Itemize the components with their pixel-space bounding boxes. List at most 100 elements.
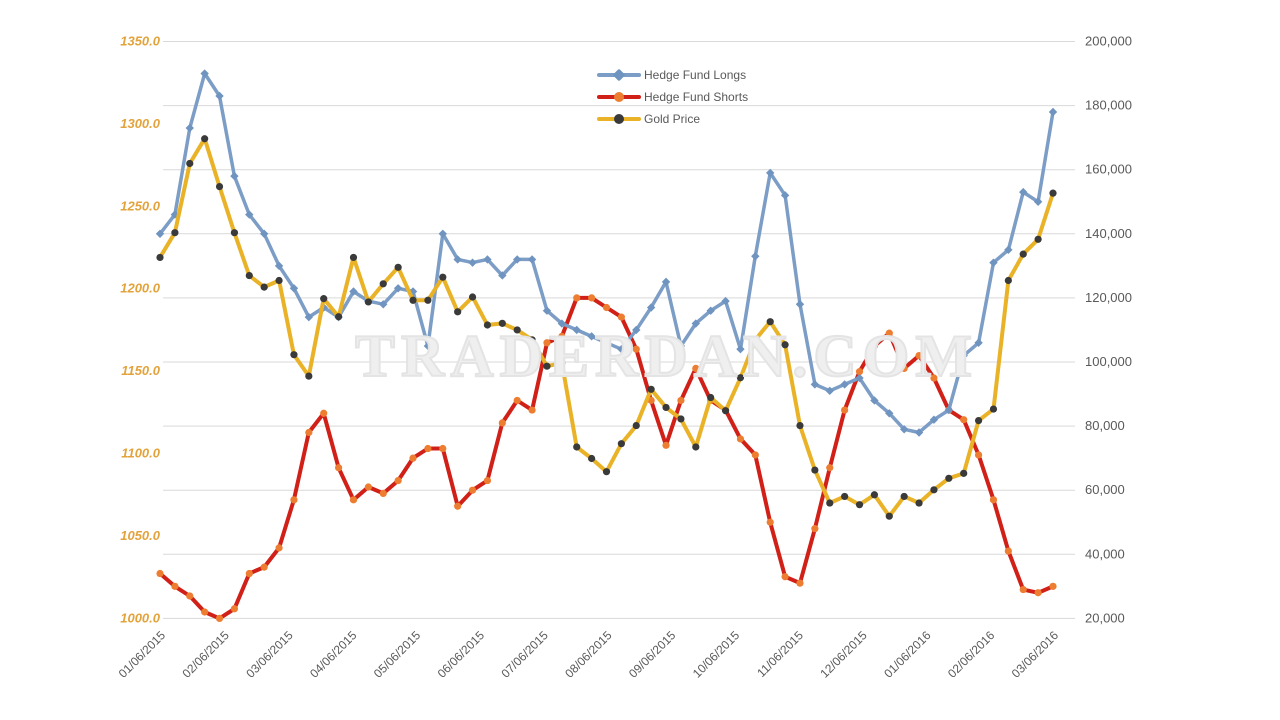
data-point-marker bbox=[914, 428, 924, 437]
legend-item-hedge-fund-longs[interactable]: Hedge Fund Longs bbox=[597, 64, 748, 86]
data-point-marker bbox=[810, 380, 820, 389]
data-point-marker bbox=[528, 406, 536, 414]
data-point-marker bbox=[662, 403, 670, 412]
data-point-marker bbox=[692, 364, 700, 373]
data-point-marker bbox=[930, 486, 938, 494]
legend-item-hedge-fund-shorts[interactable]: Hedge Fund Shorts bbox=[597, 86, 748, 108]
data-point-marker bbox=[989, 258, 998, 267]
data-point-marker bbox=[795, 300, 805, 309]
left-axis-tick-label: 1050.0 bbox=[120, 528, 161, 543]
data-point-marker bbox=[186, 592, 194, 600]
data-point-marker bbox=[305, 372, 313, 380]
left-axis-tick-label: 1350.0 bbox=[120, 34, 161, 49]
right-axis-tick-label: 20,000 bbox=[1085, 610, 1125, 625]
data-point-marker bbox=[305, 428, 313, 437]
data-point-marker bbox=[900, 492, 908, 501]
data-point-marker bbox=[513, 326, 521, 334]
legend-item-gold-price[interactable]: Gold Price bbox=[597, 108, 748, 130]
data-point-marker bbox=[558, 359, 566, 367]
data-point-marker bbox=[156, 569, 164, 578]
data-point-marker bbox=[587, 332, 596, 341]
shorts-line-swatch-icon bbox=[597, 92, 641, 102]
data-point-marker bbox=[588, 454, 596, 463]
data-point-marker bbox=[930, 374, 938, 382]
data-point-marker bbox=[706, 306, 715, 315]
data-point-marker bbox=[260, 283, 268, 291]
data-point-marker bbox=[1004, 245, 1013, 255]
data-point-marker bbox=[453, 255, 462, 264]
x-axis-tick-label: 09/06/2015 bbox=[626, 628, 679, 681]
data-point-marker bbox=[796, 579, 804, 587]
data-point-marker bbox=[1019, 187, 1028, 197]
data-point-marker bbox=[1049, 582, 1057, 590]
right-axis-tick-label: 180,000 bbox=[1085, 98, 1132, 113]
data-point-marker bbox=[899, 425, 909, 434]
data-point-marker bbox=[766, 318, 774, 326]
data-point-marker bbox=[409, 454, 417, 462]
data-point-marker bbox=[438, 229, 447, 238]
data-point-marker bbox=[736, 374, 745, 382]
data-point-marker bbox=[811, 525, 819, 533]
data-point-marker bbox=[855, 368, 864, 376]
right-axis-tick-label: 140,000 bbox=[1085, 226, 1132, 241]
data-point-marker bbox=[573, 443, 581, 451]
data-point-marker bbox=[289, 284, 299, 293]
data-point-marker bbox=[855, 501, 864, 509]
legend: Hedge Fund Longs Hedge Fund Shorts Gold … bbox=[597, 64, 748, 130]
data-point-marker bbox=[260, 563, 268, 571]
data-point-marker bbox=[617, 440, 625, 448]
x-axis-tick-label: 04/06/2015 bbox=[307, 628, 360, 681]
data-point-marker bbox=[915, 351, 923, 360]
data-point-marker bbox=[676, 341, 686, 351]
data-point-marker bbox=[677, 415, 685, 423]
data-point-marker bbox=[230, 171, 239, 181]
data-point-marker bbox=[528, 336, 536, 344]
data-point-marker bbox=[349, 253, 358, 262]
data-point-marker bbox=[677, 396, 685, 405]
data-point-marker bbox=[393, 284, 403, 293]
data-point-marker bbox=[335, 313, 343, 321]
data-point-marker bbox=[304, 312, 314, 322]
data-point-marker bbox=[542, 306, 552, 315]
data-point-marker bbox=[692, 443, 700, 451]
data-point-marker bbox=[454, 308, 462, 316]
data-point-marker bbox=[186, 159, 194, 168]
left-axis-tick-label: 1300.0 bbox=[120, 116, 161, 131]
x-axis-tick-label: 01/06/2015 bbox=[116, 628, 169, 681]
data-point-marker bbox=[349, 287, 358, 296]
data-point-marker bbox=[394, 476, 402, 485]
data-point-marker bbox=[841, 492, 849, 501]
data-point-marker bbox=[974, 451, 983, 459]
data-point-marker bbox=[468, 293, 477, 301]
data-point-marker bbox=[1034, 589, 1042, 597]
data-point-marker bbox=[185, 123, 194, 133]
data-point-marker bbox=[944, 405, 954, 415]
data-point-marker bbox=[632, 345, 640, 353]
x-axis-tick-label: 08/06/2015 bbox=[562, 628, 615, 681]
data-point-marker bbox=[1049, 189, 1057, 197]
right-axis-tick-label: 60,000 bbox=[1085, 482, 1125, 497]
data-point-marker bbox=[290, 496, 298, 504]
data-point-marker bbox=[274, 261, 284, 271]
data-point-marker bbox=[780, 191, 790, 200]
data-point-marker bbox=[691, 319, 700, 328]
right-axis-tick-label: 160,000 bbox=[1085, 162, 1132, 177]
data-point-marker bbox=[870, 396, 879, 405]
data-point-marker bbox=[870, 491, 879, 499]
data-point-marker bbox=[424, 444, 432, 453]
x-axis-tick-label: 07/06/2015 bbox=[498, 628, 551, 681]
data-point-marker bbox=[498, 319, 506, 327]
data-point-marker bbox=[796, 421, 804, 430]
data-point-marker bbox=[1048, 107, 1058, 117]
gold-line-swatch-icon bbox=[597, 114, 641, 124]
x-axis-tick-label: 06/06/2015 bbox=[435, 628, 488, 681]
data-point-marker bbox=[662, 441, 670, 449]
data-point-marker bbox=[379, 300, 388, 309]
data-point-marker bbox=[483, 321, 492, 329]
data-point-marker bbox=[885, 329, 893, 337]
data-point-marker bbox=[736, 435, 745, 443]
right-axis-tick-label: 40,000 bbox=[1085, 546, 1125, 561]
data-point-marker bbox=[230, 229, 239, 237]
data-point-marker bbox=[721, 296, 730, 306]
